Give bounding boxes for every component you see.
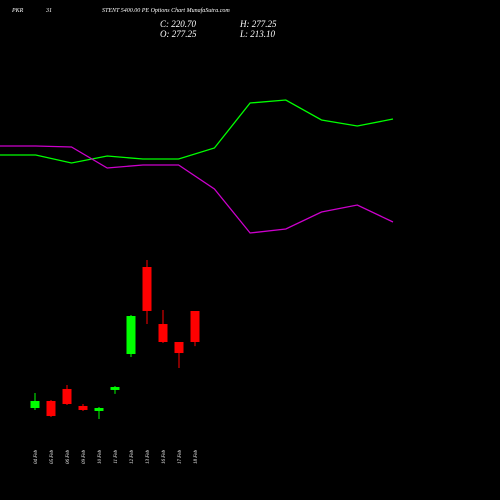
x-tick-label: 17 Feb xyxy=(178,450,183,465)
candle-body xyxy=(46,400,56,417)
x-tick-label: 09 Feb xyxy=(82,450,87,465)
x-tick-label: 04 Feb xyxy=(34,450,39,465)
ohlc-label: H: 277.25 xyxy=(239,19,277,29)
indicator-line xyxy=(0,145,394,234)
indicator-line xyxy=(0,99,394,164)
candle-body xyxy=(94,408,104,411)
candle-body xyxy=(190,310,200,343)
candle-body xyxy=(62,388,72,405)
x-tick-label: 18 Feb xyxy=(194,450,199,465)
x-tick-label: 05 Feb xyxy=(50,450,55,465)
candle-body xyxy=(30,400,40,409)
x-tick-label: 16 Feb xyxy=(162,450,167,465)
ohlc-label: O: 277.25 xyxy=(160,29,197,39)
x-tick-label: 10 Feb xyxy=(98,450,103,465)
ohlc-label: C: 220.70 xyxy=(160,19,197,29)
title-part: 31 xyxy=(45,8,52,14)
candle-body xyxy=(174,342,184,354)
candle-body xyxy=(126,316,136,355)
candle-body xyxy=(142,266,152,311)
title-part: PKR xyxy=(11,8,24,14)
x-tick-label: 12 Feb xyxy=(130,450,135,465)
candle-body xyxy=(158,324,168,343)
x-tick-label: 06 Feb xyxy=(66,450,71,465)
x-tick-label: 13 Feb xyxy=(146,450,151,465)
candle-body xyxy=(110,387,120,390)
title-part: STENT 5400.00 PE Options Chart MunafaSut… xyxy=(102,7,230,14)
ohlc-label: L: 213.10 xyxy=(239,29,276,39)
candle-body xyxy=(78,405,88,410)
x-tick-label: 11 Feb xyxy=(114,450,119,464)
